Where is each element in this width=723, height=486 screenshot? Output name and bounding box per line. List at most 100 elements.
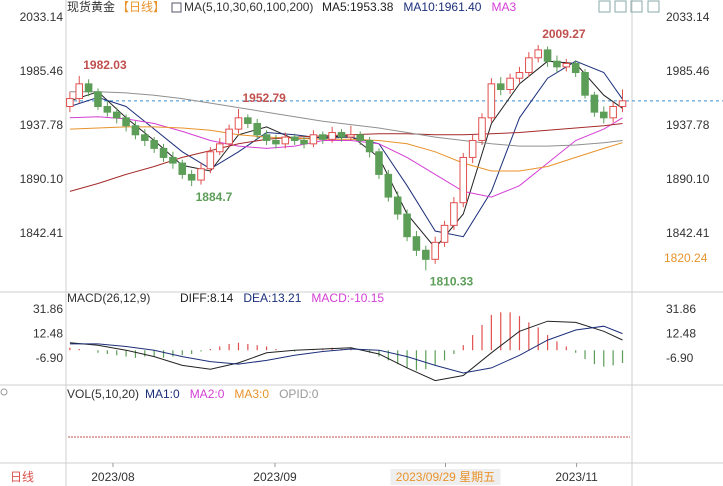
- icon[interactable]: [614, 0, 627, 13]
- indicator-line: [69, 116, 623, 198]
- y-tick-label: 2033.14: [666, 10, 710, 24]
- candle-body: [215, 143, 224, 153]
- indicator-value: MA2:0: [190, 387, 225, 401]
- x-tick-label: 2023/09/29 星期五: [396, 470, 495, 484]
- candle-body: [440, 224, 449, 243]
- indicator-line: [69, 320, 623, 382]
- indicator-line: [69, 91, 623, 147]
- icon[interactable]: [647, 0, 660, 13]
- candle-body: [393, 196, 402, 215]
- x-tick-highlight: [390, 469, 501, 485]
- candle-body: [543, 49, 552, 62]
- indicator-value: DEA:13.21: [243, 291, 301, 305]
- x-tick-label: 2023/11: [555, 470, 598, 484]
- candle-body: [262, 134, 271, 141]
- y-tick-label: 1890.10: [666, 172, 710, 186]
- candle-body: [75, 83, 84, 100]
- candle-body: [496, 83, 505, 91]
- macd-title: MACD(26,12,9): [67, 291, 150, 305]
- candle-body: [206, 151, 215, 170]
- candle-body: [365, 139, 374, 153]
- y-tick-label: 31.86: [33, 302, 63, 316]
- candle-body: [412, 236, 421, 251]
- x-tick-label: 2023/09: [253, 470, 297, 484]
- icon[interactable]: [630, 0, 643, 13]
- y-tick-label: -6.90: [666, 351, 694, 365]
- candle-body: [169, 156, 177, 164]
- candle-body: [141, 134, 149, 141]
- y-tick-label: 12.48: [666, 327, 696, 341]
- icon: [0, 388, 8, 396]
- candle-body: [431, 241, 439, 260]
- candle-body: [618, 100, 627, 107]
- candle-body: [300, 139, 308, 145]
- candle-body: [571, 62, 580, 74]
- candle-body: [562, 62, 571, 68]
- indicator-value: MACD:-10.15: [311, 291, 384, 305]
- indicator-line: [69, 325, 623, 374]
- price-annotation: 1884.7: [196, 190, 233, 204]
- candle-body: [244, 117, 252, 124]
- candle-body: [599, 111, 608, 119]
- icon[interactable]: [171, 2, 182, 13]
- candle-body: [187, 173, 196, 181]
- y-tick-label: 12.48: [33, 327, 63, 341]
- icon[interactable]: [598, 0, 611, 13]
- title: 现货黄金: [67, 0, 115, 14]
- y-tick-label: 1842.41: [20, 226, 64, 240]
- y-tick-label: 1937.78: [20, 118, 64, 132]
- y-tick-label: 1985.46: [20, 64, 64, 78]
- side-value: 1820.24: [664, 251, 708, 265]
- candle-body: [112, 111, 121, 119]
- candle-body: [450, 202, 458, 226]
- candle-body: [159, 147, 168, 158]
- candle-body: [253, 122, 261, 136]
- indicator-value: MA5:1953.38: [322, 0, 394, 14]
- candle-body: [131, 125, 140, 136]
- candle-body: [318, 134, 327, 140]
- price-annotation: 1982.03: [83, 58, 127, 72]
- price-annotation: 1810.33: [430, 274, 474, 288]
- candle-body: [337, 132, 346, 138]
- indicator: MA(5,10,30,60,100,200): [184, 0, 313, 14]
- candle-body: [356, 134, 365, 141]
- candle-body: [328, 132, 336, 140]
- y-tick-label: 1890.10: [20, 172, 64, 186]
- candle-body: [553, 60, 561, 68]
- candle-body: [609, 105, 617, 119]
- candle-body: [384, 173, 393, 198]
- candle-body: [150, 139, 158, 149]
- candle-body: [290, 136, 299, 141]
- candle-body: [309, 134, 318, 145]
- candle-body: [590, 94, 599, 113]
- candle-body: [84, 83, 93, 93]
- indicator-value: DIFF:8.14: [180, 291, 234, 305]
- y-tick-label: -6.90: [36, 351, 64, 365]
- candle-body: [103, 105, 112, 113]
- candle-body: [197, 168, 205, 181]
- candle-body: [178, 162, 187, 175]
- toolbar-icons: [0, 0, 660, 396]
- period-label[interactable]: 日线: [10, 470, 34, 484]
- indicator-value: MA3:0: [234, 387, 269, 401]
- subtitle[interactable]: 【日线】: [117, 0, 165, 14]
- indicator-value: MA10:1961.40: [403, 0, 481, 14]
- candle-body: [468, 139, 477, 158]
- y-tick-label: 1842.41: [666, 226, 710, 240]
- x-tick-label: 2023/08: [91, 470, 135, 484]
- y-tick-label: 1985.46: [666, 64, 710, 78]
- candle-body: [234, 117, 243, 130]
- candle-body: [375, 151, 383, 175]
- candle-body: [94, 91, 102, 107]
- candle-body: [66, 98, 74, 107]
- candle-body: [534, 49, 542, 59]
- candle-body: [506, 77, 514, 91]
- y-tick-label: 2033.14: [20, 10, 64, 24]
- candle-body: [281, 136, 290, 145]
- price-annotation: 1952.79: [242, 91, 286, 105]
- candle-body: [225, 128, 233, 145]
- candle-body: [422, 249, 430, 260]
- price-annotation: 2009.27: [542, 27, 586, 41]
